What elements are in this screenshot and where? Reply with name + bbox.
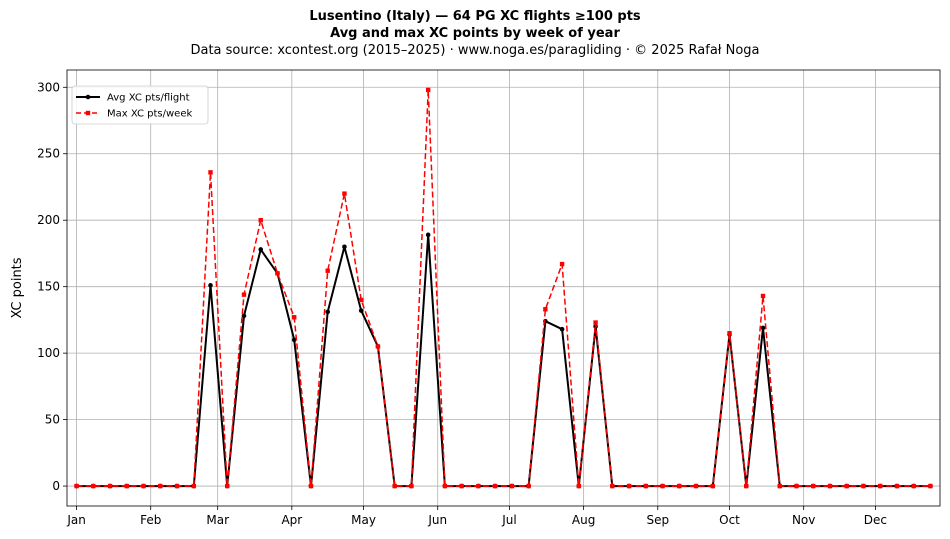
y-tick-label: 50 xyxy=(45,413,60,427)
y-tick-label: 150 xyxy=(37,280,60,294)
data-point-max xyxy=(492,483,498,489)
x-tick-label: Jan xyxy=(66,513,86,527)
data-point-max xyxy=(928,483,933,489)
data-point-max xyxy=(409,483,414,489)
x-tick-label: Feb xyxy=(140,513,161,527)
x-tick-label: Mar xyxy=(206,513,229,527)
data-point-max xyxy=(677,483,682,489)
data-point-avg xyxy=(358,308,364,313)
data-point-max xyxy=(660,483,665,489)
data-point-avg xyxy=(342,244,347,250)
data-point-max xyxy=(325,268,330,273)
data-point-avg xyxy=(760,325,766,331)
data-point-max xyxy=(74,483,79,489)
data-point-max xyxy=(543,307,548,312)
x-tick-label: Aug xyxy=(572,513,595,527)
data-point-max xyxy=(811,483,816,489)
legend-box xyxy=(71,85,209,125)
x-tick-label: Dec xyxy=(864,513,887,527)
x-tick-label: Nov xyxy=(792,513,815,527)
data-point-max xyxy=(710,483,715,489)
data-point-max xyxy=(844,483,849,489)
x-tick-label: Oct xyxy=(719,513,740,527)
legend-label: Avg XC pts/flight xyxy=(107,93,190,104)
x-tick-label: Jun xyxy=(427,513,447,527)
data-point-avg xyxy=(325,309,331,315)
data-point-max xyxy=(191,483,196,489)
data-point-max xyxy=(208,170,213,175)
data-point-avg xyxy=(425,232,431,238)
data-point-max xyxy=(911,483,916,489)
plot-frame xyxy=(66,69,941,507)
data-point-max xyxy=(610,483,615,489)
data-point-max xyxy=(559,261,565,267)
legend: Avg XC pts/flight Max XC pts/week xyxy=(71,85,209,125)
data-point-max xyxy=(526,483,531,489)
data-point-max xyxy=(375,344,381,349)
data-point-max xyxy=(174,483,180,489)
data-point-max xyxy=(308,483,314,489)
series-line-max xyxy=(76,89,931,487)
data-point-max xyxy=(258,218,263,223)
data-point-max xyxy=(292,315,297,320)
data-point-max xyxy=(425,87,431,93)
data-point-max xyxy=(158,483,163,489)
data-point-avg xyxy=(559,326,565,332)
data-point-max xyxy=(744,483,749,489)
x-tick-label: May xyxy=(351,513,376,527)
y-tick-label: 100 xyxy=(37,346,60,360)
data-point-max xyxy=(241,292,247,297)
data-point-max xyxy=(275,271,280,276)
legend-marker xyxy=(85,110,91,116)
y-tick-label: 300 xyxy=(37,80,60,94)
data-point-avg xyxy=(241,313,247,319)
x-tick-label: Jul xyxy=(501,513,516,527)
data-point-avg xyxy=(258,247,264,252)
legend-marker xyxy=(85,94,91,100)
chart-title: Lusentino (Italy) — 64 PG XC flights ≥10… xyxy=(309,9,641,24)
data-point-max xyxy=(442,483,448,489)
y-tick-label: 0 xyxy=(52,479,60,493)
data-point-max xyxy=(760,293,766,299)
data-point-max xyxy=(225,483,230,489)
data-point-max xyxy=(626,483,632,489)
data-point-max xyxy=(358,297,364,303)
data-point-max xyxy=(861,483,866,489)
x-tick-label: Apr xyxy=(281,513,302,527)
data-point-max xyxy=(476,483,481,489)
chart-source-line: Data source: xcontest.org (2015–2025) · … xyxy=(190,43,760,58)
data-point-max xyxy=(693,483,699,489)
data-point-max xyxy=(459,483,464,489)
chart-subtitle: Avg and max XC points by week of year xyxy=(330,26,620,41)
x-tick-label: Sep xyxy=(646,513,669,527)
legend-label: Max XC pts/week xyxy=(107,109,192,120)
data-point-max xyxy=(342,191,347,196)
data-point-max xyxy=(794,483,799,489)
data-point-max xyxy=(124,483,129,489)
data-point-max xyxy=(509,483,515,489)
data-point-max xyxy=(91,483,96,489)
data-point-max xyxy=(643,483,649,489)
data-point-avg xyxy=(291,337,297,343)
y-axis-label: XC points xyxy=(10,257,25,318)
data-point-max xyxy=(777,483,782,489)
data-point-max xyxy=(392,483,397,489)
data-point-max xyxy=(593,320,598,325)
data-point-max xyxy=(576,483,582,489)
data-point-max xyxy=(727,330,732,336)
data-point-avg xyxy=(208,283,213,288)
chart-titles: Lusentino (Italy) — 64 PG XC flights ≥10… xyxy=(0,8,950,59)
y-tick-label: 250 xyxy=(37,147,60,161)
data-point-max xyxy=(107,483,113,489)
data-point-max xyxy=(894,483,900,489)
data-point-max xyxy=(827,483,833,489)
series-line-avg xyxy=(76,233,931,488)
data-point-max xyxy=(878,483,883,489)
y-tick-label: 200 xyxy=(37,213,60,227)
data-point-max xyxy=(141,483,146,489)
